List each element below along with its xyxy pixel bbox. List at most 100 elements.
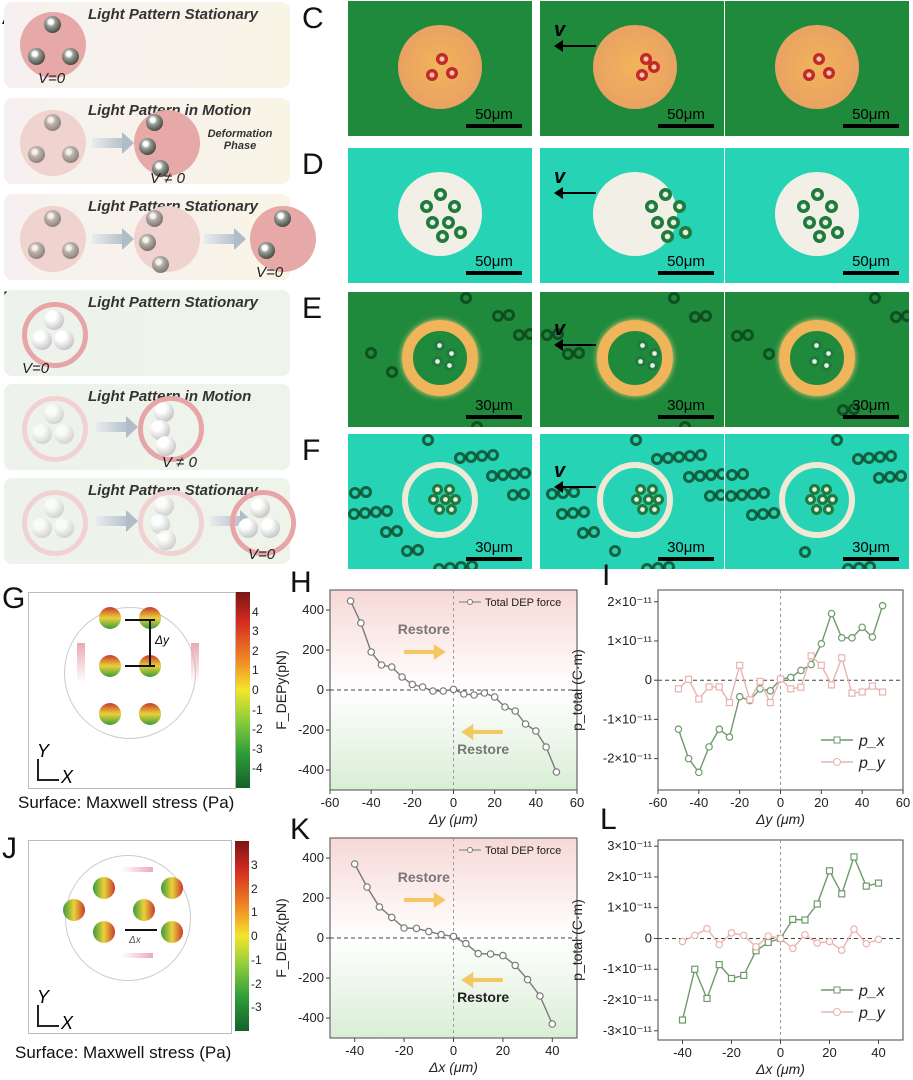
scheme-title: Light Pattern Stationary: [88, 294, 259, 311]
data-point: [511, 707, 520, 715]
colorbar-tick: -3: [251, 1000, 262, 1015]
data-point: [817, 639, 826, 648]
y-tick-label: 0: [645, 930, 652, 945]
micrograph-d: v 50μm: [540, 148, 724, 283]
data-point: [691, 965, 699, 973]
data-point: [837, 634, 846, 642]
data-point: [387, 663, 396, 671]
x-tick-label: 60: [570, 795, 584, 810]
x-tick-label: -40: [362, 795, 381, 810]
colorbar-tick: -1: [251, 952, 262, 967]
data-point: [752, 942, 760, 951]
y-axis-label: F_DEPy(pN): [273, 650, 289, 729]
chart-l: -40 -20 0 20 40 -3×10⁻¹¹ -2×10⁻¹¹ -1×10⁻¹¹ 0 1×10…: [569, 838, 904, 1077]
data-point: [367, 648, 375, 656]
data-point: [739, 931, 748, 940]
y-tick-label: -1×10⁻¹¹: [603, 711, 653, 726]
data-point: [874, 879, 883, 887]
y-tick-label: 1×10⁻¹¹: [607, 633, 652, 648]
data-point: [787, 685, 795, 693]
velocity-v-label: v: [554, 460, 566, 482]
colorbar-tick: 1: [251, 905, 258, 920]
data-point: [715, 940, 724, 949]
micrograph-e: v 30μm: [540, 292, 724, 427]
scale-bar: 30μm: [658, 397, 714, 419]
data-point: [766, 686, 775, 695]
panel-letter-h: H: [290, 566, 312, 599]
data-point: [695, 768, 703, 777]
x-tick-label: 20: [496, 1043, 510, 1058]
caption-g: Surface: Maxwell stress (Pa): [18, 793, 235, 812]
data-point: [736, 661, 744, 669]
scale-bar-label: 50μm: [852, 106, 890, 123]
colorbar-tick: 0: [251, 929, 258, 943]
legend-marker: [467, 599, 473, 605]
y-axis-label: p_total (C·m): [569, 899, 585, 981]
arrow-icon: [96, 416, 138, 438]
data-point: [449, 932, 458, 941]
x-tick-label: -20: [730, 795, 749, 810]
colorbar-tick: 0: [252, 683, 259, 697]
data-point: [715, 961, 723, 969]
data-point: [536, 992, 544, 1000]
data-point: [850, 925, 858, 934]
data-point: [807, 652, 815, 660]
caption-j: Surface: Maxwell stress (Pa): [15, 1043, 232, 1062]
y-tick-label: -200: [298, 722, 324, 737]
scale-bar-label: 50μm: [475, 253, 513, 270]
data-point: [740, 971, 748, 979]
colorbar-tick: -3: [252, 741, 263, 756]
x-tick-label: 40: [871, 1045, 885, 1060]
data-point: [764, 938, 772, 947]
micrograph-f: 30μm: [725, 434, 909, 569]
legend-label: p_y: [858, 755, 886, 772]
velocity-label: V=0: [256, 264, 284, 281]
scale-bar: 30μm: [466, 397, 522, 419]
data-point: [499, 951, 507, 960]
arrow-icon: [92, 228, 134, 250]
simulation-j: Δx Y X: [28, 840, 232, 1034]
restore-label-top: Restore: [398, 869, 450, 885]
scale-bar: 30μm: [658, 539, 714, 561]
scale-bar: 50μm: [466, 253, 522, 275]
x-axis-label: Δx (μm): [755, 1061, 805, 1077]
colorbar-tick: -2: [252, 722, 263, 737]
y-axis-label: F_DEPx(pN): [273, 898, 289, 977]
legend-marker: [467, 847, 473, 853]
data-point: [363, 883, 371, 891]
panel-letter-i: I: [602, 559, 611, 592]
data-point: [552, 768, 561, 776]
legend-label: p_y: [858, 1005, 886, 1022]
restore-label-bottom: Restore: [457, 989, 509, 1005]
axis-x-label: X: [61, 1013, 74, 1033]
micrograph-e: 30μm: [348, 292, 532, 427]
data-point: [868, 633, 877, 641]
colorbar-tick: -2: [251, 976, 262, 991]
x-tick-label: 40: [855, 795, 869, 810]
micrograph-c: 50μm: [348, 1, 532, 136]
pink-arrow-icon: [191, 643, 199, 683]
data-point: [408, 680, 417, 689]
scale-bar-label: 50μm: [667, 253, 705, 270]
data-point: [705, 683, 713, 691]
data-point: [703, 924, 711, 933]
data-point: [412, 924, 421, 933]
scale-bar: 50μm: [843, 253, 899, 275]
data-point: [387, 913, 396, 922]
velocity-v-label: v: [554, 19, 566, 41]
data-point: [868, 682, 876, 690]
data-point: [825, 867, 834, 875]
micrograph-f: v 30μm: [540, 434, 724, 569]
scheme-a2: Light Pattern in Motion Deformation Phas…: [4, 98, 290, 187]
x-tick-label: -60: [321, 795, 340, 810]
restore-label-top: Restore: [398, 621, 450, 637]
y-axis-label: p_total (C·m): [569, 649, 585, 731]
x-tick-label: 20: [814, 795, 828, 810]
axis-y-label: Y: [37, 741, 50, 761]
data-point: [837, 946, 846, 954]
y-tick-label: -1×10⁻¹¹: [603, 961, 653, 976]
data-point: [797, 666, 805, 675]
